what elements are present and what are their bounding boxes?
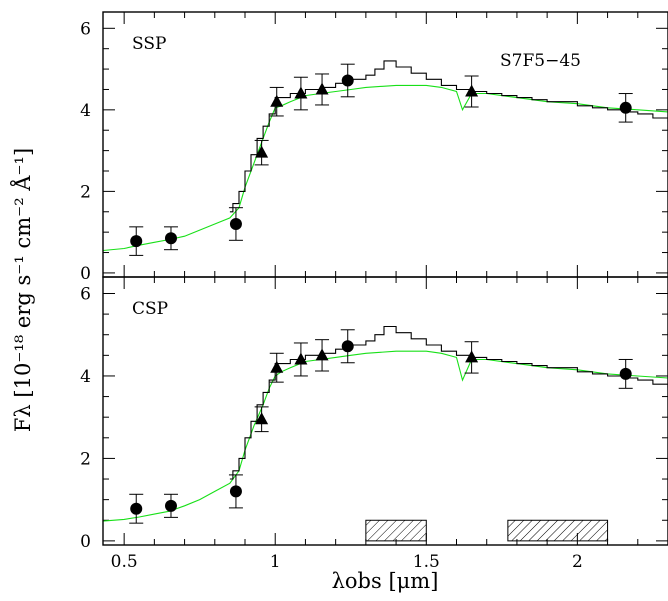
circle-marker [130, 502, 143, 515]
photometry-point [254, 406, 269, 433]
photometry-point [228, 207, 243, 241]
circle-marker [229, 218, 242, 230]
x-tick-label: 1.5 [413, 552, 440, 572]
plot-area [103, 325, 668, 542]
y-tick-label: 4 [80, 101, 91, 121]
circle-marker [164, 232, 177, 245]
photometry-point [293, 76, 308, 111]
x-tick-label: 1 [270, 552, 281, 572]
plot-area [103, 60, 668, 256]
y-tick-label: 0 [80, 264, 91, 284]
model-spectrum-line [103, 350, 668, 522]
y-tick-label: 6 [80, 284, 91, 304]
triangle-marker [294, 352, 308, 365]
circle-marker [341, 74, 354, 87]
y-tick-label: 2 [80, 182, 91, 202]
y-tick-label: 4 [80, 367, 91, 387]
panel-frame [102, 11, 668, 278]
triangle-marker [315, 348, 329, 361]
photometry-point [228, 474, 243, 509]
photometry-point [163, 226, 178, 251]
photometry-point [269, 86, 284, 117]
photometry-point [163, 493, 178, 518]
triangle-marker [315, 82, 329, 95]
panel-ssp: 0 2 4 6 SSP S7F5−45 [80, 11, 668, 284]
y-tick-label: 0 [80, 532, 91, 552]
photometry-point [254, 139, 269, 166]
panel-frame [102, 276, 668, 546]
triangle-marker [255, 412, 269, 425]
photometry-point [618, 358, 633, 389]
circle-marker [619, 367, 632, 380]
circle-marker [229, 485, 242, 498]
triangle-marker [465, 350, 479, 363]
photometry-point [129, 226, 144, 256]
model-spectrum-line [103, 84, 668, 252]
triangle-marker [294, 86, 308, 99]
x-axis-label: λobs [μm] [332, 569, 439, 593]
x-tick-label: 2 [572, 552, 583, 572]
circle-marker [164, 499, 177, 512]
photometry-point [464, 341, 479, 374]
panel-label: CSP [132, 299, 168, 319]
circle-marker [130, 235, 143, 248]
photometry-point [293, 342, 308, 377]
photometry-point [340, 329, 355, 364]
observed-spectrum-line [229, 60, 668, 213]
circle-marker [341, 340, 354, 353]
x-tick-label: 0.5 [111, 552, 138, 572]
triangle-marker [270, 360, 284, 373]
circle-marker [619, 101, 632, 114]
filter-band [365, 519, 427, 542]
photometry-point [340, 63, 355, 98]
filter-band [507, 519, 609, 542]
triangle-marker [270, 94, 284, 107]
panel-csp: 0 2 4 6 0.5 1 1.5 2 CSP [80, 276, 668, 572]
panel-label: SSP [132, 34, 166, 54]
photometry-point [464, 75, 479, 108]
photometry-point [129, 493, 144, 524]
y-tick-label: 2 [80, 449, 91, 469]
y-tick-label: 6 [80, 19, 91, 39]
photometry-point [269, 352, 284, 383]
photometry-point [618, 93, 633, 123]
y-axis-label: Fλ [10⁻¹⁸ erg s⁻¹ cm⁻² Å⁻¹] [10, 148, 35, 432]
triangle-marker [465, 84, 479, 97]
observed-spectrum-line [229, 325, 668, 480]
triangle-marker [255, 145, 269, 158]
photometry-point [315, 339, 330, 372]
object-label: S7F5−45 [500, 51, 581, 71]
photometry-point [315, 73, 330, 106]
